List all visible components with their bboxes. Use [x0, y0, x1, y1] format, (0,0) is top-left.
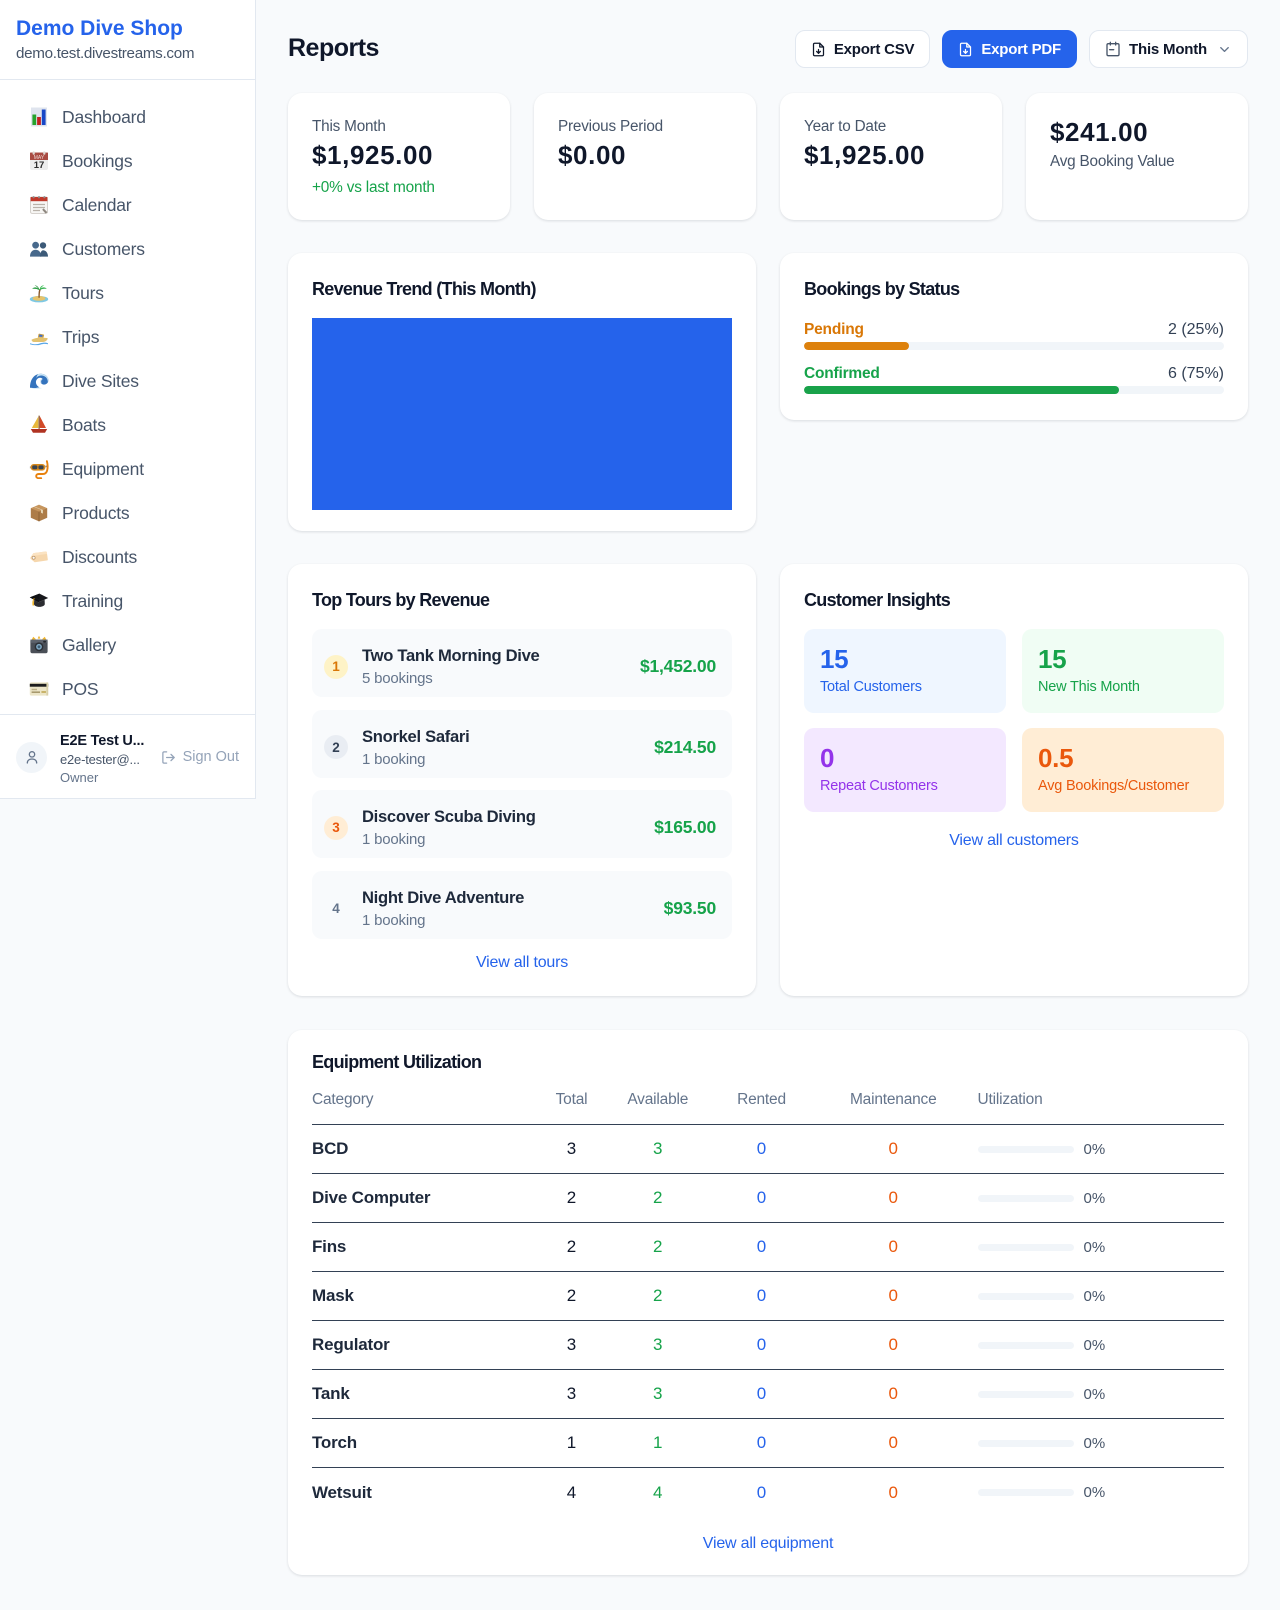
svg-text:MAY: MAY: [34, 155, 45, 161]
svg-text:17: 17: [34, 160, 45, 171]
